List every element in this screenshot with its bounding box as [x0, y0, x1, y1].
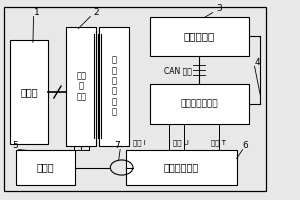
- Text: 4: 4: [255, 58, 260, 67]
- Text: 高压动力电池: 高压动力电池: [164, 163, 199, 173]
- Text: 逆变器: 逆变器: [37, 163, 54, 173]
- Bar: [150, 84, 248, 124]
- Text: 2: 2: [93, 8, 99, 17]
- Bar: [126, 150, 237, 185]
- Text: 起动
发
电机: 起动 发 电机: [76, 71, 86, 101]
- Bar: [16, 150, 75, 185]
- Text: 电压 U: 电压 U: [173, 139, 189, 146]
- Text: 整车控制器: 整车控制器: [184, 31, 215, 41]
- Bar: [4, 7, 266, 191]
- Bar: [150, 17, 248, 56]
- Text: 5: 5: [13, 141, 19, 150]
- Text: 1: 1: [34, 8, 39, 17]
- Text: 离
合
器
变
速
箱: 离 合 器 变 速 箱: [112, 56, 117, 117]
- Bar: [99, 27, 129, 146]
- Bar: [10, 40, 49, 144]
- Text: 发动机: 发动机: [20, 87, 38, 97]
- Text: 7: 7: [114, 141, 120, 150]
- Text: 电流 I: 电流 I: [133, 139, 146, 146]
- Text: CAN 总线: CAN 总线: [164, 67, 192, 76]
- Text: 温度 T: 温度 T: [211, 139, 226, 146]
- Text: 6: 6: [243, 141, 248, 150]
- Text: 电池管理控制器: 电池管理控制器: [181, 99, 218, 108]
- Text: 3: 3: [216, 4, 222, 13]
- Bar: [66, 27, 96, 146]
